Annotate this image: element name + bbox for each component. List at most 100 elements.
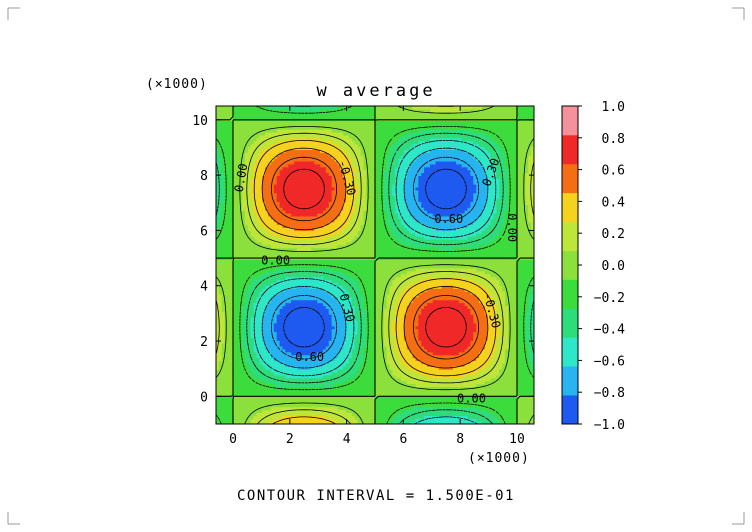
heatmap-cell [285,134,289,139]
heatmap-cell [268,172,272,176]
heatmap-cell [216,224,220,229]
heatmap-cell [244,296,249,301]
heatmap-cell [296,189,301,194]
heatmap-cell [224,120,229,124]
heatmap-cell [216,366,220,370]
heatmap-cell [265,140,269,145]
heatmap-cell [311,201,315,205]
heatmap-cell [296,348,301,353]
heatmap-cell [285,195,289,200]
heatmap-cell [294,238,298,243]
heatmap-cell [265,212,269,217]
heatmap-cell [296,421,301,424]
heatmap-cell [244,215,249,220]
heatmap-cell [256,178,260,182]
heatmap-cell [317,259,321,263]
heatmap-cell [288,406,292,411]
heatmap-cell [233,250,237,255]
heatmap-cell [302,328,307,333]
heatmap-cell [253,253,258,257]
heatmap-cell [244,210,249,214]
heatmap-cell [308,212,312,217]
heatmap-cell [279,328,284,333]
heatmap-cell [256,221,260,226]
heatmap-cell [227,360,232,364]
heatmap-cell [279,354,284,359]
heatmap-cell [236,337,240,341]
heatmap-cell [305,238,310,243]
heatmap-cell [305,241,310,246]
heatmap-cell [221,322,226,327]
heatmap-cell [279,397,284,402]
heatmap-cell [320,181,324,185]
heatmap-cell [227,152,232,156]
heatmap-cell [308,363,312,367]
heatmap-cell [236,325,240,330]
heatmap-cell [218,227,223,231]
heatmap-cell [273,267,278,272]
heatmap-cell [250,262,255,266]
heatmap-cell [291,262,295,266]
heatmap-cell [227,389,232,393]
heatmap-cell [236,218,240,223]
heatmap-cell [288,123,292,127]
heatmap-cell [317,189,321,194]
heatmap-cell [273,322,278,327]
heatmap-cell [259,241,263,246]
heatmap-cell [253,250,258,255]
heatmap-cell [320,357,324,361]
heatmap-cell [302,366,307,370]
heatmap-cell [244,412,249,416]
heatmap-cell [259,207,263,211]
heatmap-cell [305,192,310,197]
heatmap-cell [285,285,289,289]
heatmap-cell [305,317,310,321]
heatmap-cell [296,158,301,162]
heatmap-cell [236,184,240,188]
heatmap-cell [242,389,246,393]
heatmap-cell [236,412,240,416]
heatmap-cell [305,354,310,359]
heatmap-cell [250,343,255,347]
heatmap-cell [317,322,321,327]
heatmap-cell [253,383,258,388]
heatmap-cell [317,111,321,116]
heatmap-cell [320,111,324,116]
heatmap-cell [276,132,281,136]
heatmap-cell [233,253,237,257]
heatmap-cell [299,383,304,388]
heatmap-cell [273,299,278,304]
heatmap-cell [236,285,240,289]
heatmap-cell [314,195,318,200]
heatmap-cell [288,152,292,156]
heatmap-cell [268,322,272,327]
heatmap-cell [311,276,315,281]
heatmap-cell [265,421,269,424]
heatmap-cell [224,207,229,211]
heatmap-cell [302,175,307,179]
heatmap-cell [308,265,312,269]
heatmap-cell [296,204,301,208]
heatmap-cell [288,308,292,312]
heatmap-cell [311,366,315,370]
heatmap-cell [273,215,278,220]
heatmap-cell [227,400,232,405]
heatmap-cell [311,418,315,422]
heatmap-cell [221,308,226,312]
heatmap-cell [305,273,310,278]
heatmap-cell [294,340,298,344]
heatmap-cell [224,227,229,231]
heatmap-cell [302,383,307,388]
heatmap-cell [262,146,266,150]
heatmap-cell [247,397,252,402]
heatmap-cell [256,377,260,382]
heatmap-cell [216,360,220,364]
heatmap-cell [311,186,315,191]
heatmap-cell [302,230,307,234]
heatmap-cell [311,241,315,246]
heatmap-cell [242,354,246,359]
heatmap-cell [299,169,304,174]
heatmap-cell [320,238,324,243]
heatmap-cell [221,111,226,116]
heatmap-cell [302,111,307,116]
